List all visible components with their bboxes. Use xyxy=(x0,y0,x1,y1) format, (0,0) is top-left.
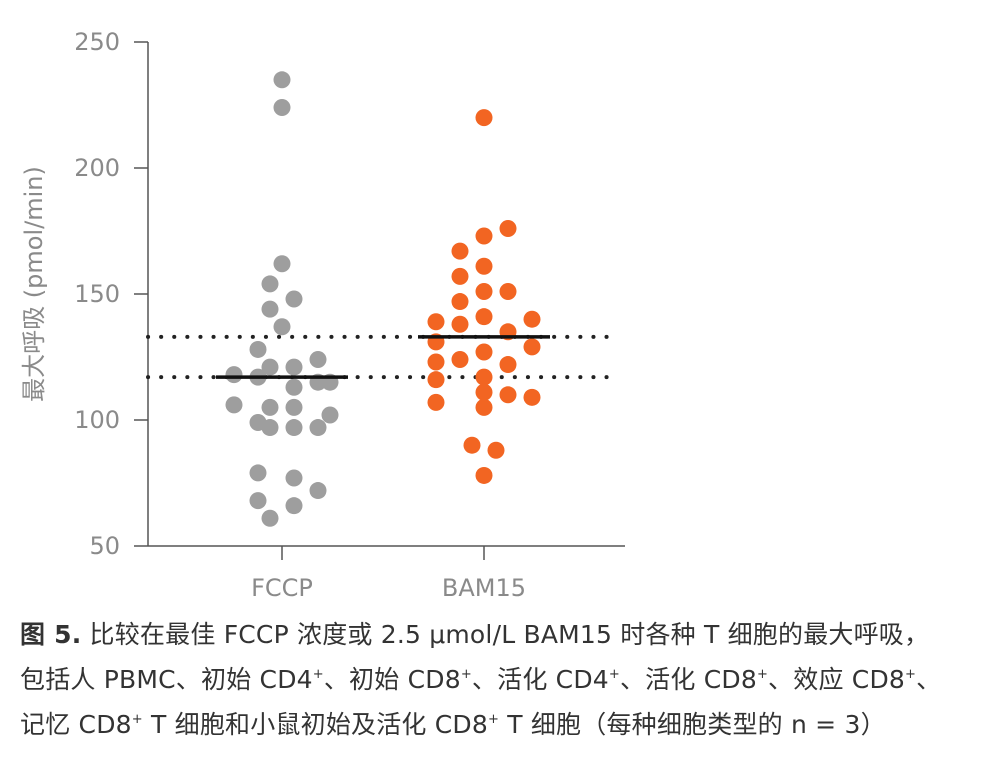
data-point-fccp xyxy=(261,419,279,437)
data-point-bam15 xyxy=(427,371,445,389)
caption-line-2: 包括人 PBMC、初始 CD4+、初始 CD8+、活化 CD4+、活化 CD8+… xyxy=(20,665,942,694)
data-point-fccp xyxy=(285,497,303,515)
caption-line-3: 记忆 CD8+ T 细胞和小鼠初始及活化 CD8+ T 细胞（每种细胞类型的 n… xyxy=(20,710,886,739)
data-point-fccp xyxy=(285,290,303,308)
data-point-fccp xyxy=(273,99,291,117)
data-point-fccp xyxy=(261,358,279,376)
data-point-fccp xyxy=(261,398,279,416)
data-point-fccp xyxy=(285,358,303,376)
data-point-fccp xyxy=(285,398,303,416)
data-point-bam15 xyxy=(427,353,445,371)
data-point-bam15 xyxy=(463,436,481,454)
data-point-fccp xyxy=(321,406,339,424)
data-point-bam15 xyxy=(475,308,493,326)
y-tick-label: 150 xyxy=(74,280,120,308)
data-point-fccp xyxy=(285,469,303,487)
x-category-label: FCCP xyxy=(251,574,313,600)
figure-label: 图 5. xyxy=(20,620,82,649)
data-point-bam15 xyxy=(475,398,493,416)
data-point-bam15 xyxy=(427,313,445,331)
axis-labels: 50 100 150 200 250 FCCP BAM15 最大呼吸 (pmol/min) xyxy=(20,28,526,600)
data-point-fccp xyxy=(249,340,267,358)
data-point-fccp xyxy=(249,492,267,510)
y-tick-label: 250 xyxy=(74,28,120,56)
data-point-bam15 xyxy=(523,310,541,328)
chart: 50 100 150 200 250 FCCP BAM15 最大呼吸 (pmol/min) xyxy=(20,28,625,600)
data-point-bam15 xyxy=(523,388,541,406)
data-point-bam15 xyxy=(499,386,517,404)
data-point-fccp xyxy=(225,396,243,414)
data-point-fccp xyxy=(261,275,279,293)
data-point-fccp xyxy=(261,300,279,318)
data-point-bam15 xyxy=(451,267,469,285)
data-point-bam15 xyxy=(475,343,493,361)
data-point-bam15 xyxy=(499,282,517,300)
y-tick-label: 200 xyxy=(74,154,120,182)
data-point-fccp xyxy=(273,318,291,336)
data-point-fccp xyxy=(261,509,279,527)
data-point-bam15 xyxy=(475,383,493,401)
data-point-fccp xyxy=(309,482,327,500)
data-point-fccp xyxy=(273,71,291,89)
data-points xyxy=(225,71,541,527)
reference-lines xyxy=(146,334,614,380)
data-point-bam15 xyxy=(475,466,493,484)
data-point-bam15 xyxy=(427,393,445,411)
data-point-bam15 xyxy=(499,356,517,374)
data-point-bam15 xyxy=(475,227,493,245)
y-tick-label: 50 xyxy=(89,532,120,560)
data-point-bam15 xyxy=(451,242,469,260)
y-axis-title: 最大呼吸 (pmol/min) xyxy=(20,166,48,402)
data-point-fccp xyxy=(309,419,327,437)
data-point-fccp xyxy=(285,378,303,396)
data-point-fccp xyxy=(249,464,267,482)
data-point-bam15 xyxy=(475,282,493,300)
data-point-bam15 xyxy=(475,257,493,275)
caption-line-1: 图 5. 比较在最佳 FCCP 浓度或 2.5 μmol/L BAM15 时各种… xyxy=(20,620,930,649)
data-point-fccp xyxy=(309,351,327,369)
data-point-bam15 xyxy=(487,441,505,459)
data-point-bam15 xyxy=(451,351,469,369)
x-category-label: BAM15 xyxy=(442,574,526,600)
data-point-bam15 xyxy=(451,315,469,333)
data-point-bam15 xyxy=(499,219,517,237)
data-point-fccp xyxy=(225,366,243,384)
y-tick-label: 100 xyxy=(74,406,120,434)
data-point-fccp xyxy=(273,255,291,273)
figure-caption: 图 5. 比较在最佳 FCCP 浓度或 2.5 μmol/L BAM15 时各种… xyxy=(20,612,995,747)
data-point-bam15 xyxy=(523,338,541,356)
axes xyxy=(134,41,625,560)
data-point-bam15 xyxy=(475,368,493,386)
data-point-bam15 xyxy=(475,109,493,127)
data-point-fccp xyxy=(285,419,303,437)
median-lines xyxy=(216,335,550,379)
data-point-bam15 xyxy=(451,293,469,311)
